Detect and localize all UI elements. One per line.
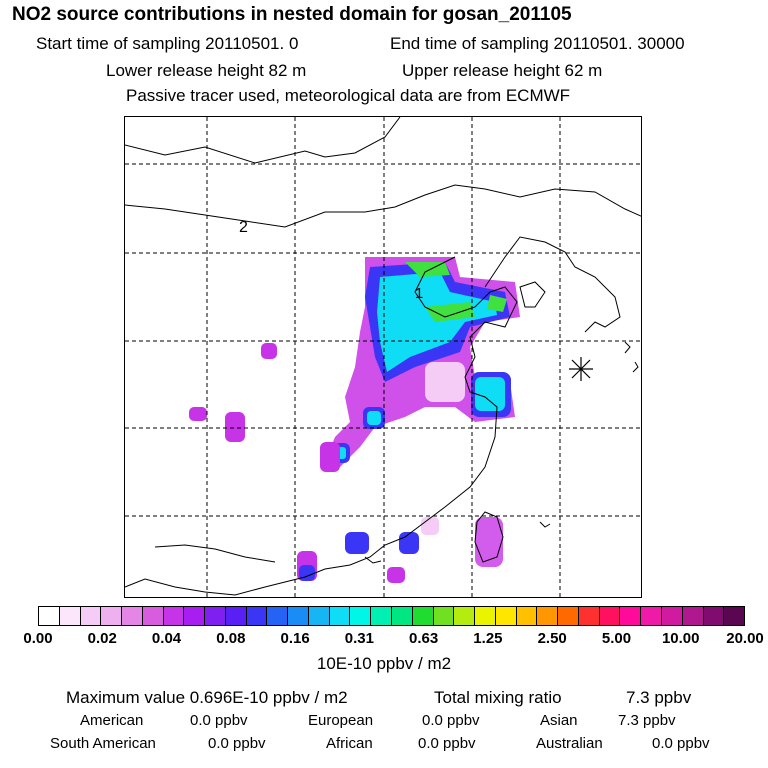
- colorbar-swatch: [433, 607, 455, 625]
- colorbar-tick-label: 20.00: [726, 630, 764, 647]
- colorbar-tick-label: 0.00: [23, 630, 53, 647]
- european-value: 0.0 ppbv: [422, 712, 480, 729]
- plume-spot-3-core: [475, 377, 505, 411]
- map-label-2: 2: [239, 219, 248, 236]
- colorbar-tick-label: 0.02: [87, 630, 117, 647]
- colorbar-unit: 10E-10 ppbv / m2: [316, 654, 452, 673]
- plume-spot-7: [320, 442, 340, 472]
- colorbar-swatch: [724, 607, 745, 625]
- colorbar-swatch: [225, 607, 247, 625]
- colorbar-swatch: [516, 607, 538, 625]
- plume-spot-13: [475, 517, 503, 567]
- map-svg: 2 1: [125, 117, 641, 597]
- plume-spot-12: [387, 567, 405, 583]
- colorbar-swatch: [661, 607, 683, 625]
- colorbar-swatch: [308, 607, 330, 625]
- colorbar-swatch: [537, 607, 559, 625]
- australian-value: 0.0 ppbv: [652, 735, 710, 752]
- colorbar-swatch: [184, 607, 206, 625]
- african-value: 0.0 ppbv: [418, 735, 476, 752]
- upper-height-text: Upper release height 62 m: [402, 61, 603, 80]
- plume-spot-8: [345, 532, 369, 554]
- colorbar-swatch: [80, 607, 102, 625]
- page-title: NO2 source contributions in nested domai…: [12, 4, 572, 25]
- colorbar-swatch: [454, 607, 476, 625]
- european-label: European: [308, 712, 374, 729]
- plume-spot-11: [399, 532, 419, 554]
- colorbar-swatch: [246, 607, 268, 625]
- grid-lines: [125, 117, 641, 597]
- colorbar-tick-label: 5.00: [601, 630, 632, 647]
- map-panel: 2 1: [124, 116, 642, 598]
- colorbar-swatch: [475, 607, 496, 625]
- colorbar-swatch: [599, 607, 621, 625]
- colorbar-swatch: [641, 607, 662, 625]
- colorbar-swatch: [122, 607, 143, 625]
- colorbar-swatch: [495, 607, 517, 625]
- asian-label: Asian: [540, 712, 578, 729]
- colorbar-swatch: [620, 607, 642, 625]
- colorbar-tick-label: 2.50: [537, 630, 567, 647]
- colorbar-swatch: [371, 607, 393, 625]
- plume-cyan: [377, 272, 497, 372]
- colorbar-swatch: [578, 607, 600, 625]
- colorbar-tick-label: 0.04: [151, 630, 182, 647]
- plume-green-3: [487, 295, 507, 312]
- plume-spot-1-core: [367, 411, 381, 425]
- colorbar: [38, 606, 745, 626]
- plume-spot-10: [299, 565, 315, 581]
- colorbar-swatch: [703, 607, 725, 625]
- colorbar-swatch: [163, 607, 185, 625]
- colorbar-swatch: [392, 607, 413, 625]
- colorbar-swatch: [558, 607, 579, 625]
- start-time-text: Start time of sampling 20110501. 0: [36, 34, 299, 53]
- south-american-label: South American: [50, 735, 156, 752]
- plume-pink-2: [421, 517, 439, 535]
- plume-layer: [189, 257, 520, 583]
- receptor-asterisk-icon: [569, 357, 593, 381]
- australian-label: Australian: [536, 735, 603, 752]
- colorbar-swatch: [350, 607, 372, 625]
- colorbar-swatch: [682, 607, 704, 625]
- colorbar-swatch: [329, 607, 351, 625]
- colorbar-swatch: [101, 607, 123, 625]
- plume-pink-1: [425, 362, 465, 402]
- colorbar-tick-label: 0.63: [409, 630, 439, 647]
- colorbar-swatch: [39, 607, 60, 625]
- colorbar-swatch: [412, 607, 434, 625]
- south-american-value: 0.0 ppbv: [208, 735, 266, 752]
- lower-height-text: Lower release height 82 m: [106, 61, 307, 80]
- plume-green-1: [405, 262, 450, 277]
- colorbar-swatch: [288, 607, 309, 625]
- colorbar-tick-label: 0.31: [344, 630, 374, 647]
- african-label: African: [326, 735, 373, 752]
- asian-value: 7.3 ppbv: [618, 712, 676, 729]
- map-label-1: 1: [415, 285, 423, 302]
- colorbar-tick-label: 0.08: [216, 630, 246, 647]
- plume-spot-6: [225, 412, 245, 442]
- plume-spot-4: [261, 343, 277, 359]
- colorbar-swatch: [267, 607, 289, 625]
- american-label: American: [80, 712, 144, 729]
- total-label: Total mixing ratio: [434, 688, 562, 707]
- american-value: 0.0 ppbv: [190, 712, 248, 729]
- end-time-text: End time of sampling 20110501. 30000: [390, 34, 685, 53]
- colorbar-tick-label: 0.16: [280, 630, 310, 647]
- plume-green-2: [425, 302, 475, 322]
- colorbar-tick-label: 1.25: [473, 630, 503, 647]
- total-value: 7.3 ppbv: [626, 688, 692, 707]
- colorbar-swatch: [205, 607, 226, 625]
- colorbar-tick-label: 10.00: [661, 630, 700, 647]
- colorbar-swatch: [142, 607, 164, 625]
- colorbar-swatch: [59, 607, 81, 625]
- plume-spot-5: [189, 407, 207, 421]
- tracer-info-text: Passive tracer used, meteorological data…: [126, 86, 571, 105]
- max-value-text: Maximum value 0.696E-10 ppbv / m2: [66, 688, 348, 707]
